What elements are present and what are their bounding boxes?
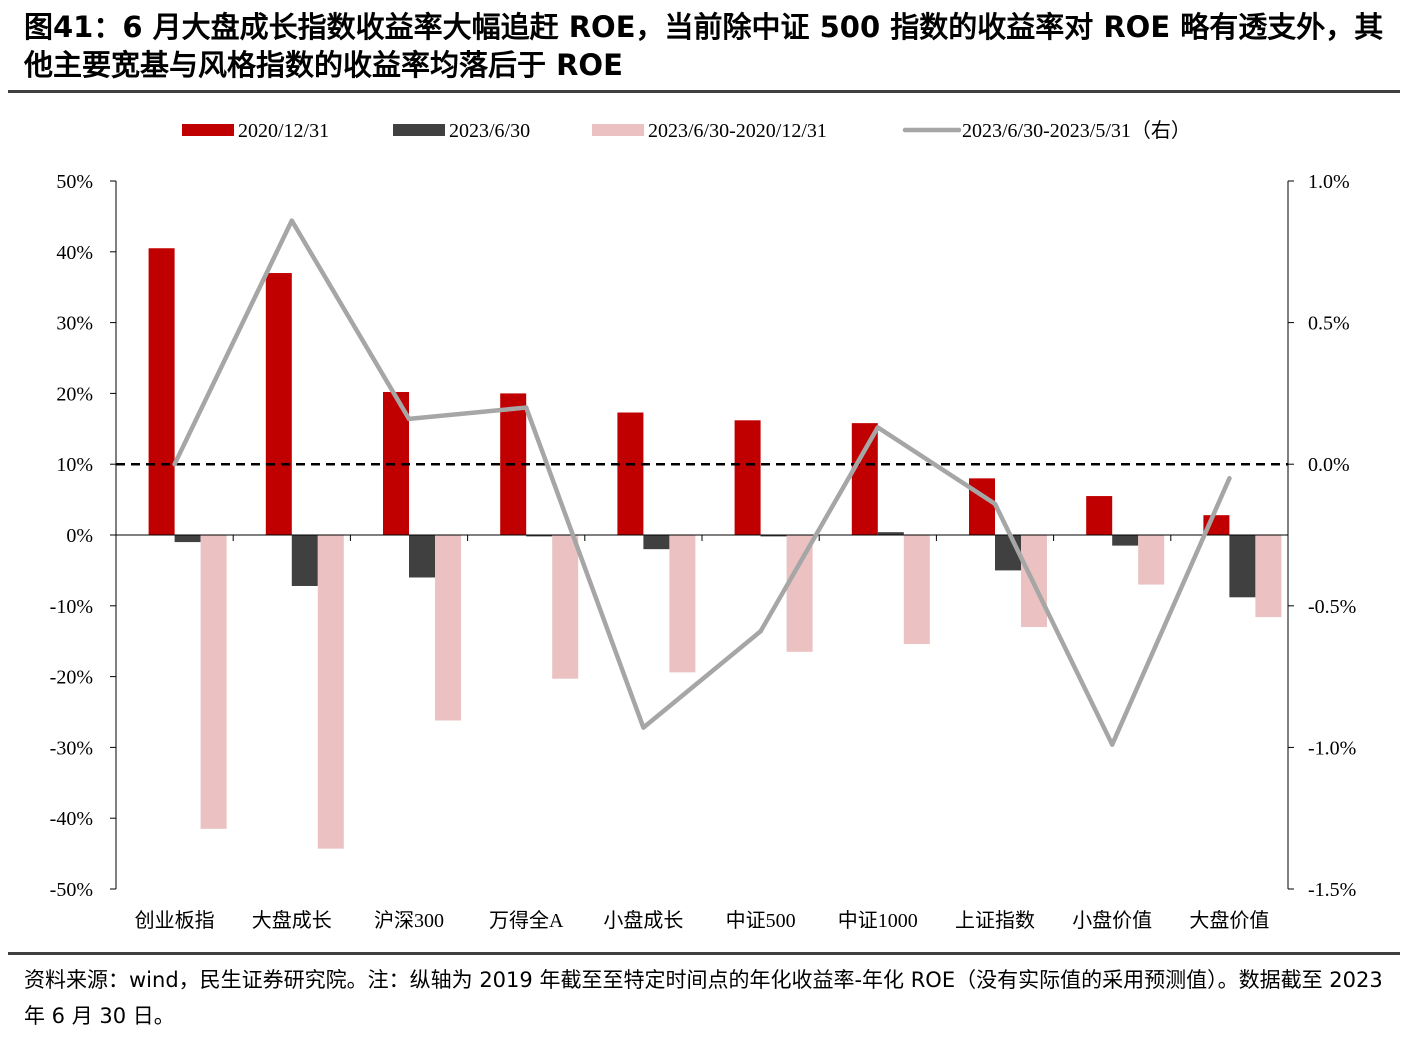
bar-3-大盘价值 — [1255, 535, 1282, 618]
title-divider — [8, 90, 1400, 93]
line-point-创业板指 — [172, 462, 177, 467]
category-label: 上证指数 — [955, 909, 1035, 932]
left-tick-label: 0% — [66, 525, 93, 547]
line-point-小盘价值 — [1110, 742, 1115, 747]
line-point-万得全A — [524, 405, 529, 410]
figure-title: 图41：6 月大盘成长指数收益率大幅追赶 ROE，当前除中证 500 指数的收益… — [24, 10, 1384, 82]
legend-label-4: 2023/6/30-2023/5/31（右） — [962, 119, 1191, 142]
line-point-大盘价值 — [1227, 476, 1232, 481]
category-label: 创业板指 — [135, 909, 215, 932]
right-tick-label: -0.5% — [1308, 596, 1356, 618]
left-tick-label: -50% — [50, 879, 93, 901]
bar-2-中证500 — [760, 535, 787, 537]
right-tick-label: -1.5% — [1308, 879, 1356, 901]
left-tick-label: -30% — [50, 737, 93, 759]
category-label: 沪深300 — [374, 909, 444, 932]
line-point-上证指数 — [992, 501, 998, 507]
bar-1-大盘成长 — [265, 273, 292, 535]
bar-1-小盘成长 — [617, 412, 644, 535]
left-tick-label: 40% — [56, 242, 93, 264]
bar-3-中证1000 — [903, 535, 930, 645]
bar-1-中证1000 — [851, 423, 878, 535]
bar-3-小盘价值 — [1138, 535, 1165, 585]
bar-2-小盘价值 — [1112, 535, 1139, 546]
bar-1-中证500 — [734, 420, 761, 535]
left-tick-label: 20% — [56, 383, 93, 405]
bar-2-沪深300 — [409, 535, 435, 578]
source-divider — [8, 952, 1400, 955]
category-label: 万得全A — [489, 909, 564, 932]
left-tick-label: -20% — [50, 667, 93, 689]
line-series — [172, 218, 1232, 747]
bar-3-创业板指 — [200, 535, 227, 829]
bar-1-创业板指 — [148, 248, 175, 535]
left-tick-label: 10% — [56, 454, 93, 476]
bar-3-大盘成长 — [317, 535, 344, 849]
legend-swatch-1 — [182, 124, 234, 136]
category-label: 大盘成长 — [252, 909, 332, 932]
line-series-path — [172, 218, 1232, 747]
right-tick-label: -1.0% — [1308, 737, 1356, 759]
line-point-大盘成长 — [289, 218, 294, 223]
combo-bar-line-chart: 2020/12/31 2023/6/30 2023/6/30-2020/12/31 2… — [50, 119, 1357, 932]
bar-series — [148, 248, 1282, 849]
line-point-小盘成长 — [641, 725, 646, 730]
legend-swatch-2 — [393, 124, 445, 136]
bar-2-中证1000 — [877, 532, 904, 535]
chart-legend: 2020/12/31 2023/6/30 2023/6/30-2020/12/31 2… — [182, 119, 1191, 142]
bar-3-中证500 — [786, 535, 813, 652]
legend-swatch-3 — [592, 124, 644, 136]
line-point-中证1000 — [875, 425, 880, 430]
bar-2-万得全A — [526, 535, 553, 537]
category-label: 大盘价值 — [1189, 909, 1269, 932]
right-tick-label: 0.0% — [1308, 454, 1350, 476]
bar-2-小盘成长 — [643, 535, 670, 550]
left-tick-label: -10% — [50, 596, 93, 618]
category-label: 中证1000 — [838, 909, 918, 932]
right-tick-label: 1.0% — [1308, 171, 1350, 193]
legend-label-2: 2023/6/30 — [449, 120, 530, 142]
bar-2-大盘成长 — [291, 535, 318, 586]
category-label: 小盘成长 — [603, 909, 683, 932]
bar-1-小盘价值 — [1086, 496, 1113, 535]
category-label: 小盘价值 — [1072, 909, 1152, 932]
line-point-沪深300 — [406, 416, 412, 422]
bar-3-万得全A — [552, 535, 579, 679]
legend-label-1: 2020/12/31 — [238, 120, 329, 142]
bar-2-创业板指 — [174, 535, 201, 543]
left-tick-label: -40% — [50, 808, 93, 830]
bar-3-沪深300 — [435, 535, 461, 721]
bar-2-大盘价值 — [1229, 535, 1256, 598]
source-note: 资料来源：wind，民生证券研究院。注：纵轴为 2019 年截至至特定时间点的年… — [24, 968, 1383, 1028]
left-tick-label: 50% — [56, 171, 93, 193]
legend-label-3: 2023/6/30-2020/12/31 — [648, 120, 827, 142]
chart-axes: 50% 40% 30% 20% 10% 0% -10% -20% -30% -40% -50% 1.0… — [50, 171, 1357, 932]
bar-3-小盘成长 — [669, 535, 696, 673]
left-tick-label: 30% — [56, 313, 93, 335]
line-point-中证500 — [758, 629, 763, 634]
right-tick-label: 0.5% — [1308, 313, 1350, 335]
category-label: 中证500 — [726, 909, 796, 932]
